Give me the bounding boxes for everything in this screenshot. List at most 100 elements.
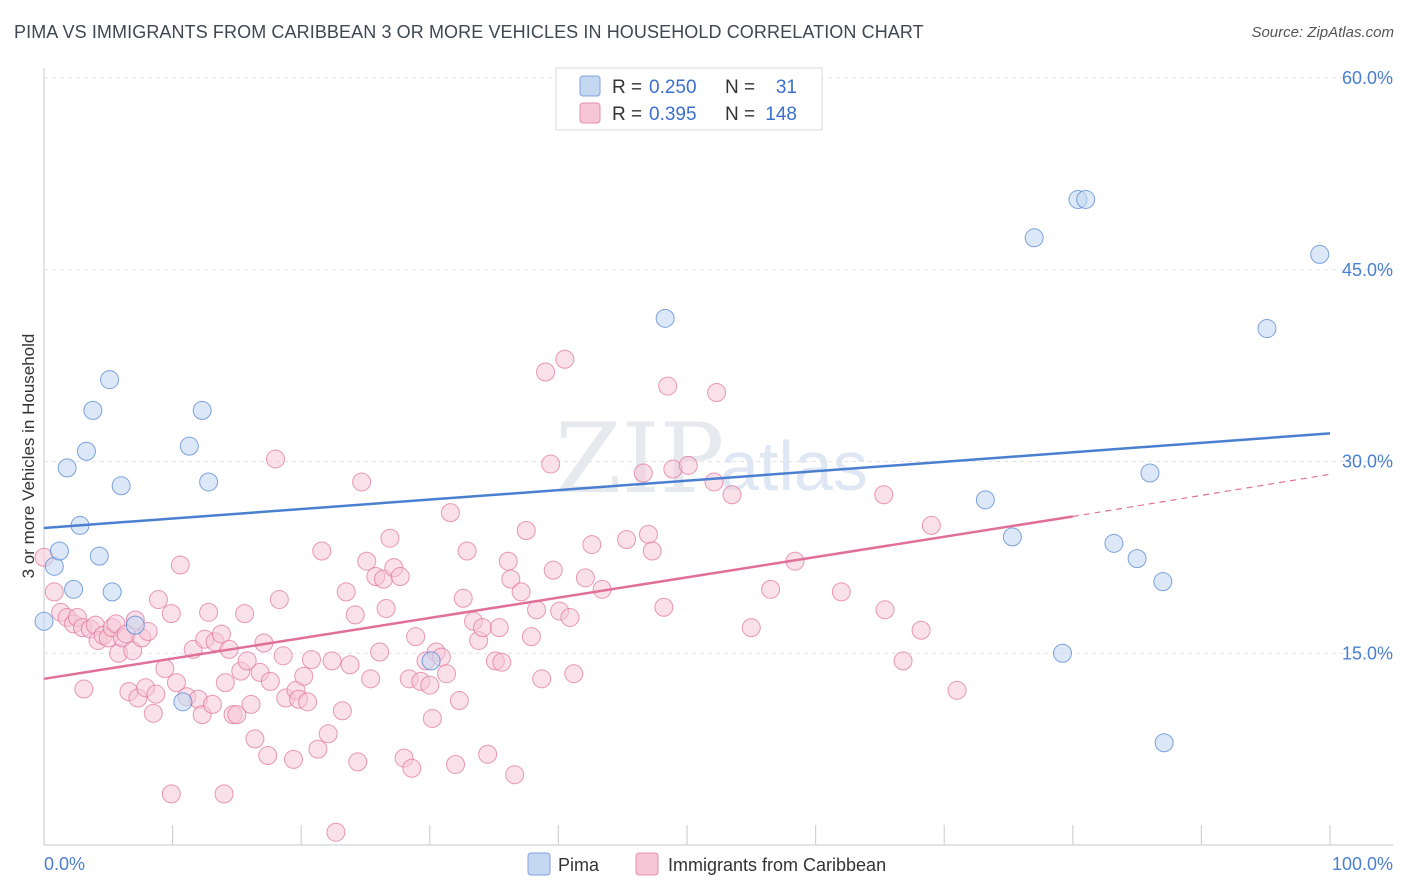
legend-carib-r-value: 0.395 <box>649 104 697 125</box>
pima-point <box>1257 319 1277 339</box>
pima-point <box>421 651 441 671</box>
pima-trend-line <box>43 432 1331 530</box>
carib-point <box>642 541 662 561</box>
carib-point <box>273 646 293 666</box>
carib-point <box>340 655 360 675</box>
carib-point <box>422 708 442 728</box>
carib-point <box>707 382 727 402</box>
series-legend: Pima Immigrants from Caribbean <box>527 852 886 876</box>
carib-point <box>440 503 460 523</box>
pima-point <box>179 436 199 456</box>
carib-point <box>312 541 332 561</box>
carib-point <box>527 600 547 620</box>
pima-point <box>1310 244 1330 264</box>
pima-point <box>1127 549 1147 569</box>
carib-point <box>501 569 521 589</box>
carib-point <box>380 528 400 548</box>
carib-point <box>361 669 381 689</box>
carib-point <box>543 560 563 580</box>
bottom-legend-carib-swatch <box>635 852 659 876</box>
carib-point <box>532 669 552 689</box>
pima-point <box>655 308 675 328</box>
y-tick-labels: 15.0% 30.0% 45.0% 60.0% <box>1342 68 1393 663</box>
pima-point <box>1154 733 1174 753</box>
carib-point <box>521 627 541 647</box>
correlation-legend: R = 0.250 N = 31 R = 0.395 N = 148 <box>555 67 823 131</box>
carib-point <box>235 604 255 624</box>
carib-point <box>146 684 166 704</box>
carib-point <box>214 784 234 804</box>
carib-point <box>370 642 390 662</box>
pima-point <box>975 490 995 510</box>
y-tick-label: 15.0% <box>1342 643 1393 663</box>
carib-point <box>215 673 235 693</box>
carib-point <box>227 705 247 725</box>
carib-point <box>241 694 261 714</box>
carib-point <box>761 579 781 599</box>
carib-point <box>617 529 637 549</box>
carib-point <box>199 602 219 622</box>
bottom-legend-pima-swatch <box>527 852 551 876</box>
bottom-legend-pima-label: Pima <box>558 855 600 875</box>
legend-pima-r-label: R = <box>612 77 642 98</box>
pima-point <box>1153 572 1173 592</box>
carib-point <box>308 739 328 759</box>
carib-point <box>170 555 190 575</box>
pima-point <box>192 400 212 420</box>
pima-point <box>64 579 84 599</box>
carib-point <box>704 472 724 492</box>
carib-point <box>44 582 64 602</box>
bottom-legend-carib-label: Immigrants from Caribbean <box>668 855 886 875</box>
carib-point <box>633 463 653 483</box>
carib-point <box>638 524 658 544</box>
pima-point <box>1076 189 1096 209</box>
legend-pima-n-label: N = <box>725 77 755 98</box>
carib-point <box>161 784 181 804</box>
carib-point <box>911 620 931 640</box>
carib-point <box>202 694 222 714</box>
carib-point <box>260 671 280 691</box>
pima-point <box>76 441 96 461</box>
carib-point <box>505 765 525 785</box>
carib-series <box>34 349 967 842</box>
carib-point <box>211 624 231 644</box>
legend-pima-swatch <box>579 75 601 97</box>
pima-point <box>89 546 109 566</box>
carib-point <box>161 604 181 624</box>
carib-point <box>265 449 285 469</box>
carib-point <box>536 362 556 382</box>
legend-pima-r-value: 0.250 <box>649 77 697 98</box>
carib-point <box>390 567 410 587</box>
carib-point <box>541 454 561 474</box>
watermark-atlas: atlas <box>720 427 868 505</box>
carib-point <box>166 673 186 693</box>
carib-point <box>654 597 674 617</box>
carib-point <box>489 618 509 638</box>
carib-point <box>893 651 913 671</box>
carib-point <box>473 618 493 638</box>
pima-point <box>125 615 145 635</box>
x-tick-label-min: 0.0% <box>44 854 85 874</box>
pima-point <box>1053 643 1073 663</box>
legend-carib-r-label: R = <box>612 104 642 125</box>
carib-point <box>301 650 321 670</box>
carib-point <box>678 455 698 475</box>
carib-point <box>831 582 851 602</box>
carib-point <box>294 666 314 686</box>
carib-point <box>143 703 163 723</box>
carib-point <box>283 749 303 769</box>
carib-point <box>237 651 257 671</box>
carib-point <box>336 582 356 602</box>
carib-point <box>406 627 426 647</box>
carib-trend-extension <box>1072 473 1331 518</box>
y-tick-label: 60.0% <box>1342 68 1393 88</box>
x-axis-ticks <box>172 825 1331 845</box>
carib-point <box>555 349 575 369</box>
carib-point <box>516 521 536 541</box>
pima-point <box>57 458 77 478</box>
carib-point <box>921 515 941 535</box>
carib-point <box>453 588 473 608</box>
carib-point <box>376 599 396 619</box>
trend-lines <box>43 432 1331 681</box>
pima-point <box>100 370 120 390</box>
